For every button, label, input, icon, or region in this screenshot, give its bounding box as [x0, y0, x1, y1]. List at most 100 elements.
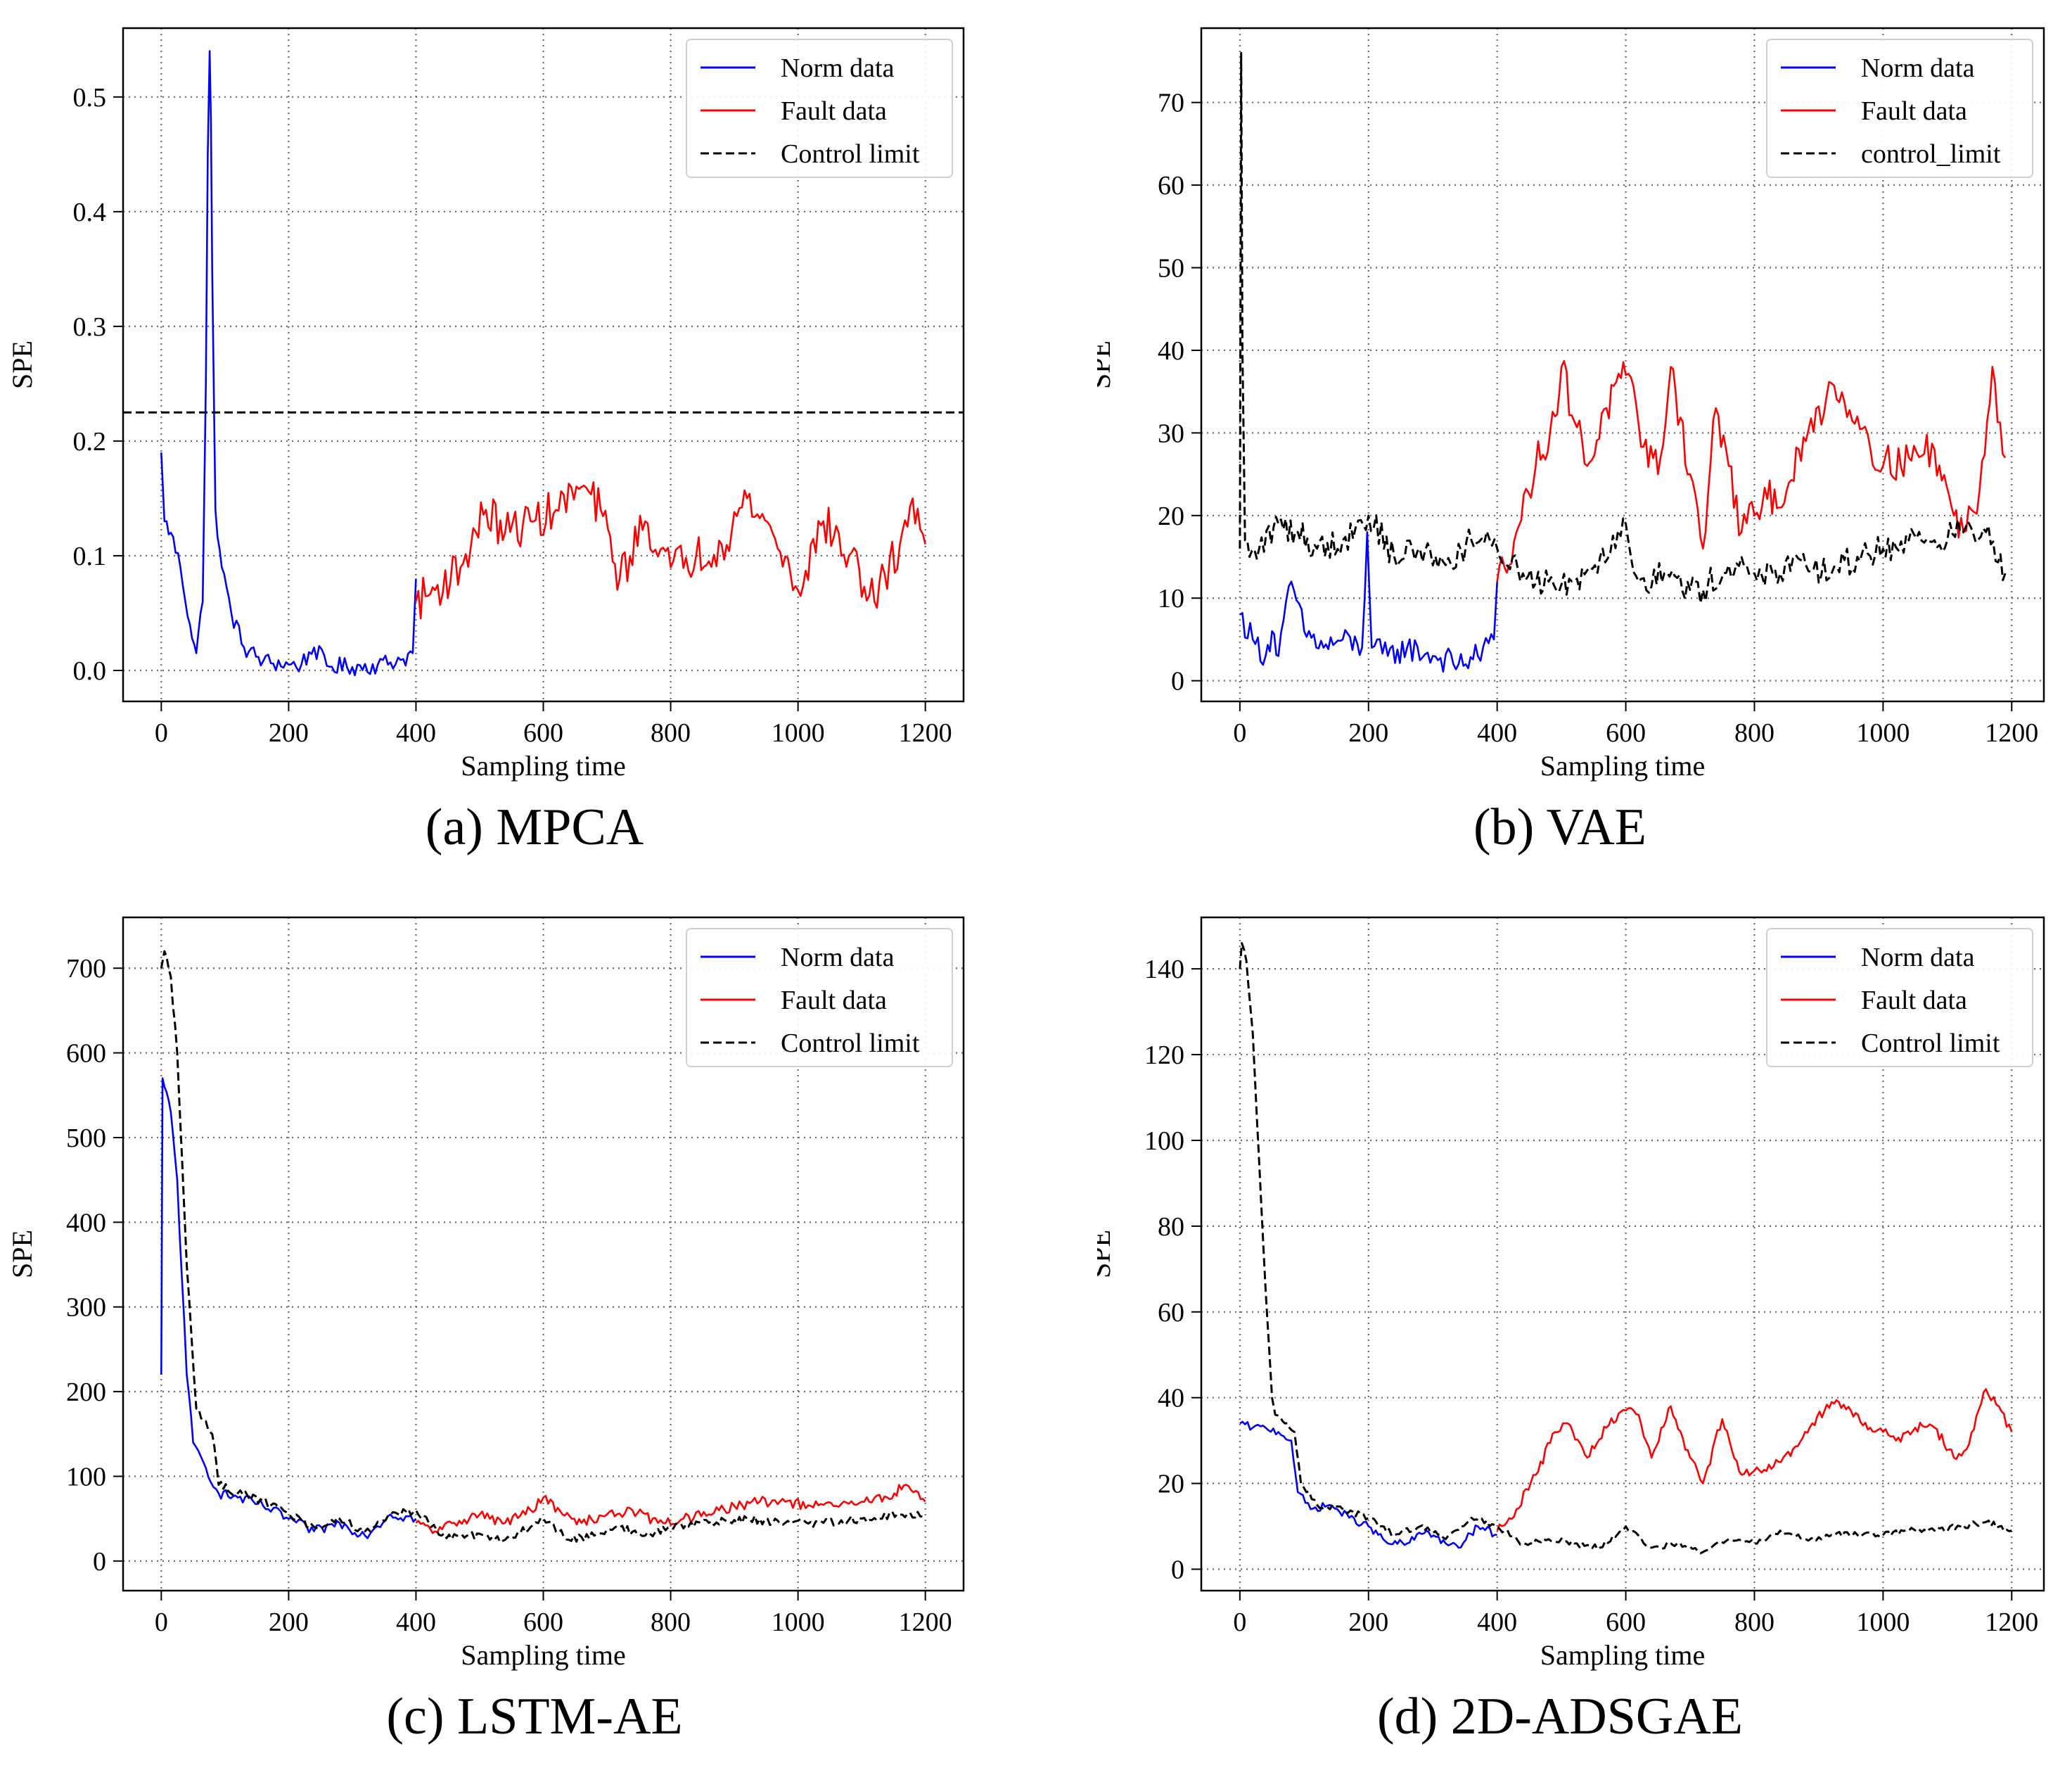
series-line-norm: [160, 50, 417, 677]
y-axis-label: SPE: [6, 341, 38, 389]
y-tick-label: 120: [1144, 1040, 1184, 1070]
legend-label: Fault data: [781, 96, 887, 126]
y-tick-label: 400: [66, 1208, 106, 1237]
series-line-norm: [160, 1077, 417, 1539]
chart-svg: 0 200 400 600 800 1000 1200 0 100 200 300 400 500 600…: [6, 916, 965, 1745]
y-tick-label: 20: [1158, 1470, 1184, 1499]
legend-box: [1766, 39, 2033, 178]
legend-label: Control limit: [781, 139, 920, 169]
legend: Norm data Fault data Control limit: [686, 39, 953, 178]
x-tick-label: 800: [1734, 718, 1774, 748]
legend: Norm data Fault data control_limit: [1766, 39, 2033, 178]
series-line-norm: [1239, 531, 1498, 673]
x-tick-label: 400: [1477, 718, 1517, 748]
y-tick-label: 50: [1158, 254, 1184, 284]
y-axis-label: SPE: [1097, 1230, 1116, 1278]
legend-label: Fault data: [781, 986, 887, 1015]
legend: Norm data Fault data Control limit: [1766, 928, 2033, 1067]
series-line-limit: [160, 950, 926, 1544]
x-tick-label: 600: [523, 1608, 563, 1637]
x-tick-label: 400: [1477, 1608, 1517, 1637]
series-line-fault: [415, 481, 926, 620]
panel-caption: (a) MPCA: [426, 798, 644, 856]
y-axis-label: SPE: [1097, 341, 1116, 389]
x-tick-label: 0: [155, 718, 168, 748]
legend-label: Fault data: [1861, 96, 1967, 126]
panel-caption: (c) LSTM-AE: [386, 1688, 682, 1745]
y-tick-label: 60: [1158, 171, 1184, 201]
y-tick-label: 300: [66, 1293, 106, 1323]
x-tick-label: 0: [1233, 718, 1246, 748]
chart-svg: 0 200 400 600 800 1000 1200 0 20 40 60 80 100 120 140 S…: [1085, 916, 2045, 1745]
y-tick-label: 0.3: [73, 312, 107, 342]
legend-box: [686, 928, 953, 1067]
x-tick-label: 200: [1348, 1608, 1388, 1637]
chart-panel-vae: 0 200 400 600 800 1000 1200 0 10 20 30 40 50 60 70 Samp…: [1085, 0, 2072, 893]
x-tick-label: 400: [396, 718, 436, 748]
y-tick-label: 10: [1158, 584, 1184, 613]
series-line-limit: [1239, 51, 2007, 604]
y-tick-label: 0: [1171, 1555, 1184, 1585]
legend-box: [1766, 928, 2033, 1067]
y-tick-label: 70: [1158, 89, 1184, 118]
x-axis-label: Sampling time: [461, 1639, 625, 1671]
series-group: [1239, 51, 2007, 673]
x-tick-label: 1200: [1985, 1608, 2038, 1637]
x-tick-label: 600: [1606, 718, 1646, 748]
x-tick-label: 1200: [899, 718, 952, 748]
chart-panel-mpca: 0 200 400 600 800 1000 1200 0.0 0.1 0.2 0.3 0.4 0.5 S…: [0, 0, 1069, 893]
y-tick-label: 0.0: [73, 656, 107, 686]
y-tick-label: 80: [1158, 1212, 1184, 1242]
chart-panel-2d-adsgae: 0 200 400 600 800 1000 1200 0 20 40 60 80 100 120 140 S…: [1085, 889, 2072, 1782]
x-tick-label: 1000: [1856, 1608, 1910, 1637]
y-tick-label: 0: [1171, 667, 1184, 696]
series-line-fault: [1496, 1388, 2013, 1532]
x-axis-label: Sampling time: [1540, 1639, 1705, 1671]
x-tick-label: 400: [396, 1608, 436, 1637]
y-tick-label: 100: [66, 1462, 106, 1491]
y-tick-label: 40: [1158, 1384, 1184, 1413]
x-tick-label: 200: [269, 718, 309, 748]
plot-frame: [1200, 27, 2045, 703]
series-line-fault: [415, 1484, 926, 1534]
plot-frame: [122, 27, 965, 703]
legend-label: Control limit: [1861, 1029, 2000, 1058]
x-tick-label: 800: [651, 718, 691, 748]
y-tick-label: 0.5: [73, 83, 107, 113]
series-group: [160, 950, 926, 1544]
x-tick-label: 1000: [1856, 718, 1910, 748]
y-tick-label: 600: [66, 1039, 106, 1069]
x-axis-label: Sampling time: [461, 750, 625, 782]
y-tick-label: 0.2: [73, 427, 107, 457]
x-tick-label: 600: [1606, 1608, 1646, 1637]
x-tick-label: 0: [155, 1608, 168, 1637]
y-tick-label: 0.4: [73, 198, 107, 227]
y-tick-label: 20: [1158, 502, 1184, 531]
legend-label: control_limit: [1861, 139, 2001, 169]
legend-label: Norm data: [781, 53, 895, 83]
x-tick-label: 200: [269, 1608, 309, 1637]
y-tick-label: 0: [93, 1547, 106, 1577]
series-line-fault: [1496, 359, 2007, 582]
y-axis-label: SPE: [6, 1230, 38, 1278]
series-line-norm: [1239, 1420, 1497, 1549]
plot-frame: [1200, 916, 2045, 1592]
legend-label: Norm data: [1861, 943, 1975, 972]
legend-label: Norm data: [1861, 53, 1975, 83]
legend: Norm data Fault data Control limit: [686, 928, 953, 1067]
series-group: [123, 50, 964, 677]
y-tick-label: 40: [1158, 336, 1184, 366]
legend-label: Norm data: [781, 943, 895, 972]
y-tick-label: 100: [1144, 1126, 1184, 1156]
y-tick-label: 700: [66, 954, 106, 984]
legend-box: [686, 39, 953, 178]
y-tick-label: 200: [66, 1377, 106, 1407]
chart-panel-lstm-ae: 0 200 400 600 800 1000 1200 0 100 200 300 400 500 600…: [0, 889, 1069, 1782]
y-tick-label: 140: [1144, 955, 1184, 984]
x-tick-label: 1200: [1985, 718, 2038, 748]
series-group: [1239, 942, 2013, 1555]
x-tick-label: 800: [1734, 1608, 1774, 1637]
x-tick-label: 1200: [899, 1608, 952, 1637]
y-tick-label: 60: [1158, 1298, 1184, 1328]
plot-frame: [122, 916, 965, 1592]
